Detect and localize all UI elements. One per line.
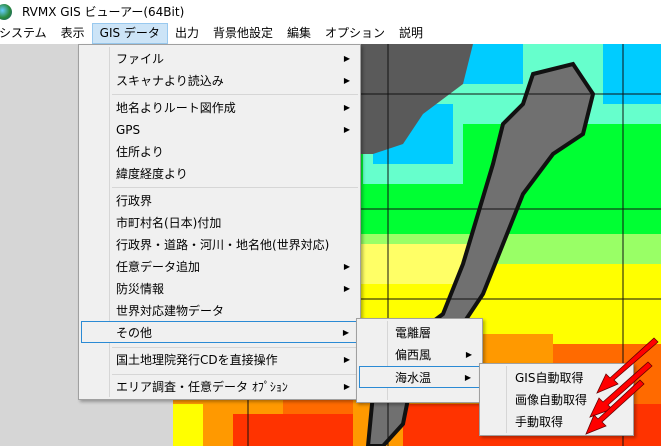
submenu-arrow-icon: ▶ [342, 328, 349, 337]
gis-data-menu: ファイル ▶ スキャナより読込み ▶ 地名よりルート図作成 ▶ GPS ▶ 住所より 緯… [78, 44, 361, 400]
menu-edit[interactable]: 編集 [286, 26, 311, 40]
separator [112, 347, 358, 348]
menu-item-file[interactable]: ファイル ▶ [81, 48, 358, 70]
submenu-arrow-icon: ▶ [343, 355, 350, 364]
menu-item-world-buildings[interactable]: 世界対応建物データ [116, 304, 225, 318]
menu-item-gis-auto-fetch[interactable]: GIS自動取得 [515, 371, 584, 385]
sea-temperature-submenu: GIS自動取得 画像自動取得 手動取得 [479, 363, 634, 436]
submenu-arrow-icon: ▶ [343, 76, 350, 85]
menu-item-image-auto-fetch[interactable]: 画像自動取得 [515, 393, 588, 407]
menu-item-gps[interactable]: GPS ▶ [81, 119, 358, 141]
menu-item-ionosphere[interactable]: 電離層 [395, 326, 432, 340]
submenu-arrow-icon: ▶ [465, 350, 472, 359]
separator [112, 187, 358, 188]
red-arrow-icon [596, 337, 659, 394]
menu-options[interactable]: オプション [324, 26, 385, 40]
submenu-arrow-icon: ▶ [343, 103, 350, 112]
red-arrow-icon [589, 361, 653, 418]
menu-output[interactable]: 出力 [174, 26, 199, 40]
menu-item-scanner-import[interactable]: スキャナより読込み ▶ [81, 70, 358, 92]
menu-item-manual-fetch[interactable]: 手動取得 [515, 415, 564, 429]
window-title: RVMX GIS ビューアー(64Bit) [22, 5, 185, 19]
menu-item-admin-boundary[interactable]: 行政界 [116, 194, 153, 208]
separator [112, 94, 358, 95]
submenu-arrow-icon: ▶ [464, 373, 471, 382]
separator [112, 374, 358, 375]
menu-background-settings[interactable]: 背景他設定 [212, 26, 273, 40]
globe-icon [0, 3, 12, 20]
other-submenu: 電離層 偏西風 ▶ 海水温 ▶ [356, 318, 483, 403]
title-bar: RVMX GIS ビューアー(64Bit) [0, 0, 661, 23]
menu-bar: システム 表示 GIS データ 出力 背景他設定 編集 オプション 説明 [0, 23, 661, 44]
menu-view[interactable]: 表示 [60, 26, 85, 40]
menu-item-other[interactable]: その他 ▶ [81, 321, 358, 343]
menu-item-disaster-info[interactable]: 防災情報 ▶ [81, 278, 358, 300]
menu-item-area-survey[interactable]: エリア調査・任意データ ｵﾌﾟｼｮﾝ ▶ [81, 376, 358, 398]
menu-help[interactable]: 説明 [399, 26, 424, 40]
menu-item-from-latlon[interactable]: 緯度経度より [116, 167, 188, 181]
red-arrow-icon [585, 379, 645, 435]
submenu-arrow-icon: ▶ [343, 54, 350, 63]
menu-item-route-map[interactable]: 地名よりルート図作成 ▶ [81, 97, 358, 119]
menu-item-add-custom-data[interactable]: 任意データ追加 ▶ [81, 256, 358, 278]
menu-item-world-data[interactable]: 行政界・道路・河川・地名他(世界対応) [116, 238, 330, 252]
menu-item-municipality-names[interactable]: 市町村名(日本)付加 [116, 216, 222, 230]
menu-item-sea-temperature[interactable]: 海水温 ▶ [359, 366, 480, 388]
menu-gis-data[interactable]: GIS データ [91, 23, 168, 44]
menu-item-gsi-cd[interactable]: 国土地理院発行CDを直接操作 ▶ [81, 349, 358, 371]
submenu-arrow-icon: ▶ [343, 262, 350, 271]
submenu-arrow-icon: ▶ [343, 382, 350, 391]
menu-item-westerlies[interactable]: 偏西風 ▶ [359, 344, 480, 366]
submenu-arrow-icon: ▶ [343, 284, 350, 293]
menu-system[interactable]: システム [0, 26, 47, 40]
menu-item-from-address[interactable]: 住所より [116, 145, 164, 159]
submenu-arrow-icon: ▶ [343, 125, 350, 134]
